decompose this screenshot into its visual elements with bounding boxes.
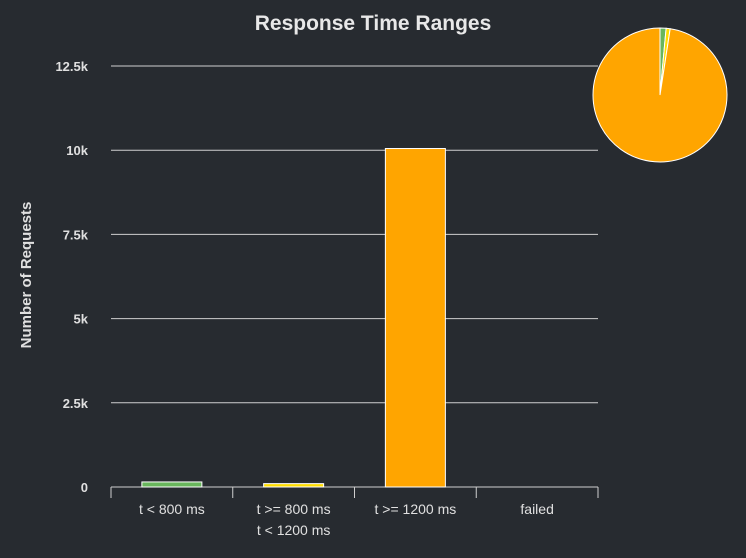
- y-tick-label: 0: [81, 480, 88, 495]
- grid-lines: [111, 65, 598, 404]
- bar[interactable]: [263, 483, 325, 488]
- y-tick-label: 7.5k: [63, 227, 89, 242]
- bars: [141, 148, 446, 488]
- x-axis-ticks: t < 800 ms t >= 800 ms t < 1200 ms t >= 120…: [139, 501, 554, 538]
- y-axis-ticks: 0 2.5k 5k 7.5k 10k 12.5k: [55, 59, 88, 495]
- y-tick-label: 2.5k: [63, 396, 89, 411]
- y-tick-label: 5k: [74, 312, 89, 327]
- y-tick-label: 10k: [66, 143, 88, 158]
- y-tick-label: 12.5k: [55, 59, 88, 74]
- bar[interactable]: [141, 481, 203, 488]
- pie-slice[interactable]: [592, 27, 728, 163]
- x-tick-label: t >= 800 ms t < 1200 ms: [257, 501, 331, 538]
- x-tick-label: failed: [520, 501, 553, 517]
- bar[interactable]: [384, 148, 446, 488]
- x-axis: [110, 486, 599, 498]
- chart-title: Response Time Ranges: [255, 12, 492, 35]
- x-tick-label: t >= 1200 ms: [375, 501, 457, 517]
- y-axis-label: Number of Requests: [18, 202, 35, 349]
- x-tick-label: t < 800 ms: [139, 501, 205, 517]
- pie-chart: [592, 27, 728, 163]
